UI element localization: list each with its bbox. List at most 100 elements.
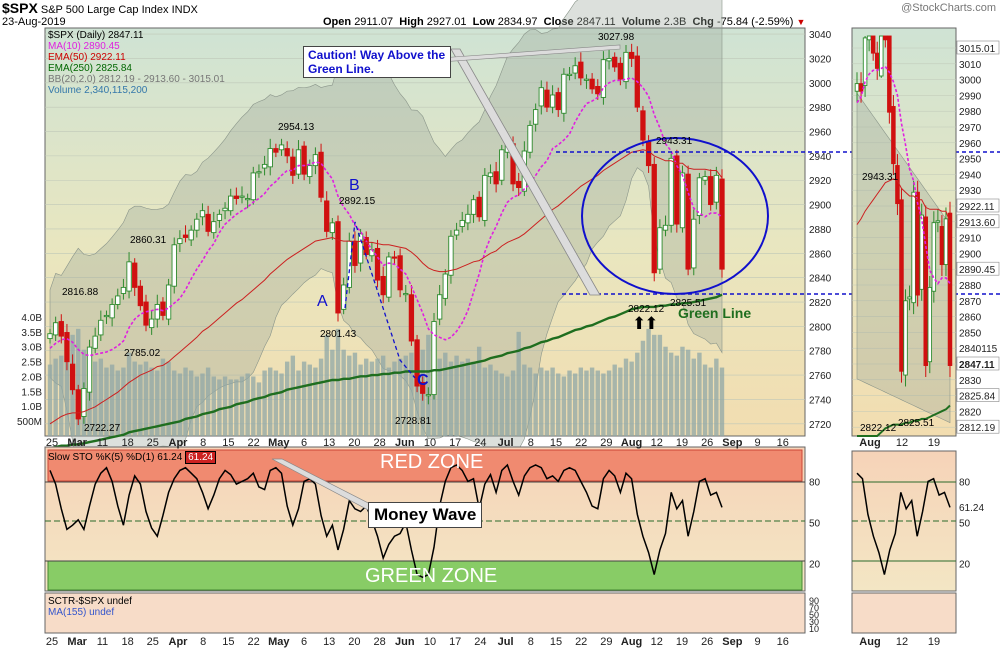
side-candle-body <box>866 35 872 41</box>
candle-body <box>109 304 115 319</box>
candle-body <box>148 318 155 329</box>
x-tick-label: 8 <box>200 437 206 449</box>
volume-bar <box>629 361 634 436</box>
red-zone-label: RED ZONE <box>380 451 484 473</box>
x-tick-label: 22 <box>575 437 587 449</box>
volume-bar <box>454 355 459 436</box>
volume-bar <box>172 370 177 436</box>
candle-body <box>363 237 369 255</box>
side-ema250-line <box>857 404 951 437</box>
x-tick-label: 25 <box>46 636 58 648</box>
side-y-tick-label: 2940 <box>959 170 982 181</box>
volume-bar <box>155 370 160 436</box>
side-value-box <box>956 356 1000 371</box>
x-tick-label: 6 <box>301 437 307 449</box>
volume-bar <box>143 361 149 436</box>
consolidation-circle <box>581 137 769 295</box>
y-tick-label: 2740 <box>809 395 832 406</box>
volume-bar <box>691 358 696 436</box>
side-candle-body <box>862 37 868 86</box>
side-candle-body <box>911 191 916 304</box>
volume-bar <box>589 367 595 436</box>
volume-bar <box>188 370 194 436</box>
x-axis-bottom: 25 Mar 11 18 25 Apr 8 15 22 May 6 13 20 28 Jun 10 17 24 Ju… <box>46 636 789 648</box>
candle-body <box>408 294 415 342</box>
volume-bar <box>561 376 567 436</box>
volume-bar <box>296 370 301 436</box>
sctr-tick-label: 70 <box>809 603 819 613</box>
candle-body <box>470 199 477 215</box>
candle-body <box>487 172 494 178</box>
wave-b-label: B <box>349 177 360 194</box>
volume-bar <box>324 334 329 436</box>
candle-body <box>126 261 132 292</box>
x-tick-label: Jul <box>498 636 514 648</box>
volume-bar <box>239 376 245 436</box>
side-candle-body <box>891 106 896 165</box>
candle-body <box>324 200 330 232</box>
y-tick-label: 2800 <box>809 322 832 333</box>
candle-body <box>442 273 448 299</box>
side-y-tick-label: 2980 <box>959 107 982 118</box>
side-value-box <box>956 388 1000 402</box>
price-annotation: 2860.31 <box>130 235 167 246</box>
x-tick-label: 9 <box>755 437 761 449</box>
x-tick-label: 10 <box>424 437 436 449</box>
volume-bar <box>482 367 488 436</box>
volume-bar <box>160 358 166 436</box>
price-annotation: 2801.43 <box>320 329 357 340</box>
volume-bar <box>115 370 120 436</box>
volume-bar <box>719 367 725 436</box>
candle-body <box>708 176 714 206</box>
candle-body <box>555 92 561 111</box>
volume-bar <box>556 373 561 436</box>
y-tick-label: 2780 <box>809 347 832 358</box>
volume-bar <box>635 352 640 436</box>
candle-body <box>436 294 443 320</box>
candle-body <box>561 73 567 114</box>
volume-bar <box>166 361 171 436</box>
x-tick-label: Jun <box>395 636 415 648</box>
side-candle-body <box>874 52 880 69</box>
candle-body <box>307 165 313 178</box>
side-y-tick-label: 2840115 <box>959 344 998 355</box>
x-tick-label: 16 <box>777 437 789 449</box>
sctr-tick-label: 10 <box>809 624 819 634</box>
close-label: Close <box>543 16 574 28</box>
stochastic-line <box>49 463 723 579</box>
sto-tick-label: 50 <box>809 519 821 530</box>
candle-body <box>103 314 110 318</box>
volume-bar <box>256 382 262 436</box>
x-tick-label: 26 <box>701 636 713 648</box>
candle-body <box>239 195 245 198</box>
side-candle-body <box>883 35 888 41</box>
x-tick-label: 22 <box>575 636 587 648</box>
side-y-tick-label: 2990 <box>959 91 982 102</box>
ema250-line <box>49 293 723 450</box>
x-tick-label: 22 <box>247 437 259 449</box>
volume-bar <box>544 370 550 436</box>
candle-body <box>685 173 691 270</box>
x-tick-label: 25 <box>147 636 159 648</box>
x-tick-label: 25 <box>46 437 58 449</box>
side-x-tick-label: 12 <box>896 437 908 449</box>
side-candle-body <box>907 296 912 300</box>
candle-body <box>465 213 471 224</box>
volume-bar <box>205 367 211 436</box>
y-tick-label: 3000 <box>809 79 832 90</box>
legend-item: Volume 2,340,115,200 <box>48 85 225 96</box>
volume-bar <box>347 355 352 436</box>
x-tick-label: 8 <box>528 636 534 648</box>
volume-tick-label: 3.0B <box>21 343 42 354</box>
candle-body <box>572 65 578 74</box>
index-name: S&P 500 Large Cap Index <box>40 4 169 16</box>
volume-bar <box>330 349 335 436</box>
candle-body <box>595 86 601 95</box>
volume-bar <box>527 367 533 436</box>
candle-body <box>267 148 273 168</box>
side-y-tick-label: 2890.45 <box>959 265 996 276</box>
side-x-tick-label: 19 <box>928 636 940 648</box>
volume-bar <box>301 361 307 436</box>
candle-body <box>132 262 138 288</box>
sto-legend-text: Slow STO %K(5) %D(1) 61.24 <box>48 452 183 463</box>
